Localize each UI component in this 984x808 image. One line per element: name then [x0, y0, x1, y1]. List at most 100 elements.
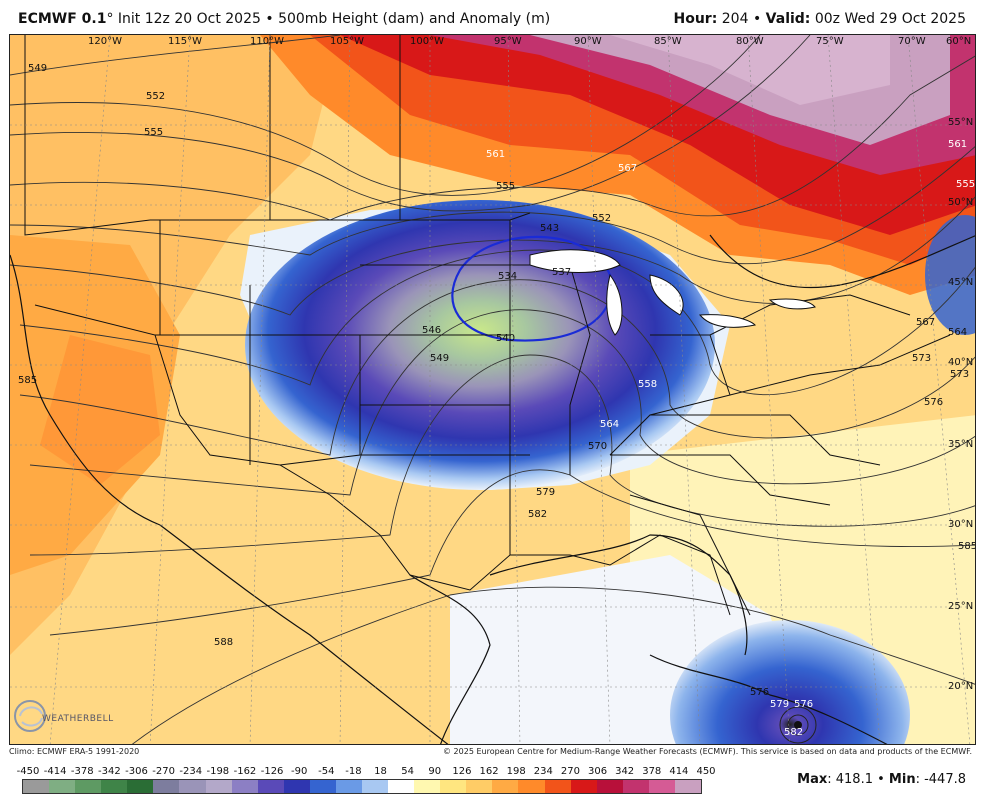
map-canvas: 549 552 555 561 567 555 552 543 534 537 … — [10, 35, 975, 744]
colorbar-swatch — [101, 780, 128, 793]
max-value: : 418.1 • — [827, 772, 885, 787]
colorbar-tick-label: 450 — [696, 766, 716, 777]
longitude-label: 60°N — [946, 36, 972, 47]
contour-label: 540 — [496, 333, 515, 344]
latitude-label: 50°N — [948, 197, 974, 208]
latitude-label: 35°N — [948, 439, 974, 450]
colorbar-tick-label: -378 — [70, 766, 94, 777]
latitude-label: 30°N — [948, 519, 974, 530]
graticule — [10, 35, 975, 744]
model-name: ECMWF 0.1 — [18, 11, 107, 27]
colorbar-tick-label: -306 — [125, 766, 148, 777]
contour-label: 549 — [430, 353, 449, 364]
contour-label: 579 — [770, 699, 789, 710]
colorbar-tick-label: -126 — [260, 766, 284, 777]
logo-swirl-icon — [14, 700, 46, 732]
colorbar-tick-label: -162 — [233, 766, 257, 777]
valid-label: Valid: — [765, 11, 811, 27]
longitude-label: 105°W — [330, 36, 364, 47]
colorbar-tick-label: -18 — [345, 766, 362, 777]
title: ECMWF 0.1° Init 12z 20 Oct 2025 • 500mb … — [18, 11, 550, 27]
contour-label: 555 — [956, 179, 975, 190]
colorbar-swatch — [440, 780, 467, 793]
colorbar-tick-label: 18 — [374, 766, 387, 777]
colorbar-swatch — [596, 780, 623, 793]
ecmwf-credit: © 2025 European Centre for Medium-Range … — [443, 747, 972, 756]
colorbar-tick-label: 54 — [401, 766, 415, 777]
contour-labels: 549 552 555 561 567 555 552 543 534 537 … — [18, 63, 975, 738]
contour-label: 537 — [552, 267, 571, 278]
init-time: ° Init 12z 20 Oct 2025 — [106, 11, 261, 27]
contour-label: 588 — [214, 637, 233, 648]
contour-label: 582 — [528, 509, 547, 520]
valid-value: 00z Wed 29 Oct 2025 — [814, 11, 966, 27]
colorbar-tick-label: -270 — [152, 766, 175, 777]
colorbar-swatch — [674, 780, 702, 793]
colorbar-swatch — [179, 780, 206, 793]
colorbar-swatch — [309, 780, 336, 793]
colorbar — [22, 779, 702, 794]
climo-credit: Climo: ECMWF ERA-5 1991-2020 — [9, 747, 140, 756]
contour-label: 549 — [28, 63, 47, 74]
max-min-readout: Max: 418.1 • Min: -447.8 — [797, 772, 966, 787]
colorbar-swatch — [362, 780, 389, 793]
contour-label: 543 — [540, 223, 559, 234]
colorbar-swatch — [153, 780, 180, 793]
state-boundaries — [24, 35, 951, 616]
latitude-label: 40°N — [948, 357, 974, 368]
hour-value: 204 — [721, 11, 749, 27]
colorbar-swatch — [335, 780, 363, 793]
contour-label: 564 — [600, 419, 619, 430]
colorbar-tick-label: 234 — [533, 766, 553, 777]
colorbar-swatch — [466, 780, 493, 793]
colorbar-swatch — [127, 780, 154, 793]
longitude-label: 90°W — [574, 36, 602, 47]
colorbar-swatch — [648, 780, 675, 793]
longitude-label: 120°W — [88, 36, 122, 47]
longitude-label: 115°W — [168, 36, 202, 47]
colorbar-tick-label: 414 — [669, 766, 689, 777]
colorbar-tick-label: 90 — [428, 766, 442, 777]
colorbar-swatch — [205, 780, 232, 793]
longitude-label: 75°W — [816, 36, 844, 47]
colorbar-swatch — [544, 780, 571, 793]
contour-label: 576 — [924, 397, 943, 408]
longitude-label: 80°W — [736, 36, 764, 47]
hurricane-anomaly — [670, 620, 910, 744]
colorbar-swatch — [49, 780, 76, 793]
contour-label: 582 — [784, 727, 803, 738]
hour-label: Hour: — [673, 11, 718, 27]
longitude-label: 100°W — [410, 36, 444, 47]
longitude-label: 70°W — [898, 36, 926, 47]
longitude-label: 110°W — [250, 36, 284, 47]
product-name: • 500mb Height (dam) and Anomaly (m) — [265, 11, 551, 27]
contour-label: 573 — [950, 369, 969, 380]
min-label: Min — [888, 772, 916, 787]
colorbar-swatch — [414, 780, 441, 793]
colorbar-tick-label: 378 — [642, 766, 662, 777]
colorbar-ticks: -450 -414 -378 -342 -306 -270 -234 -198 -162 -126… — [12, 766, 716, 778]
low-center-contour — [451, 235, 613, 342]
latitude-label: 45°N — [948, 277, 974, 288]
contour-label: 561 — [948, 139, 967, 150]
longitude-label: 85°W — [654, 36, 682, 47]
colorbar-tick-label: -414 — [43, 766, 67, 777]
colorbar-tick-label: 198 — [506, 766, 526, 777]
colorbar-swatch — [570, 780, 597, 793]
colorbar-swatch — [23, 780, 50, 793]
contour-label: 564 — [948, 327, 967, 338]
colorbar-tick-label: -342 — [98, 766, 121, 777]
logo-text: WEATHERBELL — [42, 714, 114, 724]
colorbar-swatch — [75, 780, 102, 793]
contour-label: 576 — [794, 699, 813, 710]
colorbar-tick-label: -198 — [206, 766, 230, 777]
colorbar-tick-label: 162 — [479, 766, 499, 777]
min-value: : -447.8 — [915, 772, 966, 787]
contour-label: 561 — [486, 149, 505, 160]
contour-label: 567 — [916, 317, 935, 328]
colorbar-tick-label: 306 — [587, 766, 608, 777]
contour-label: 573 — [912, 353, 931, 364]
longitude-label: 95°W — [494, 36, 522, 47]
max-label: Max — [797, 772, 828, 787]
latitude-label: 25°N — [948, 601, 974, 612]
